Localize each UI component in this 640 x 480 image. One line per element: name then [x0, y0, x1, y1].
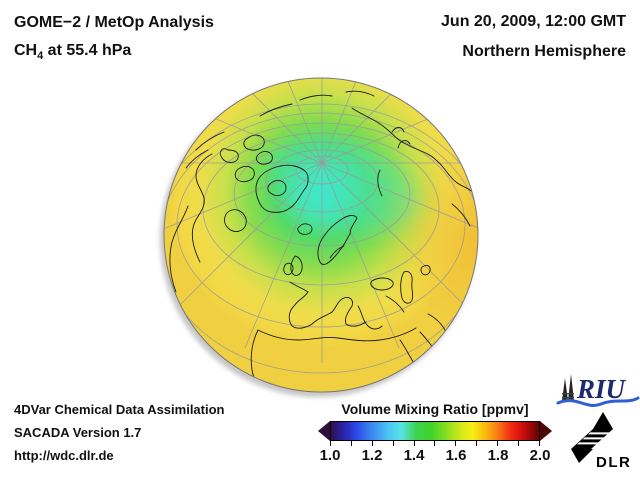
colorbar-tick [434, 441, 436, 446]
colorbar-tick [455, 441, 457, 446]
colorbar-tick-label: 1.6 [445, 447, 467, 464]
colorbar-left-arrow [318, 421, 330, 441]
colorbar-ticks [330, 441, 540, 446]
colorbar-tick-label: 1.2 [361, 447, 383, 464]
species-rest: at 55.4 hPa [43, 42, 132, 59]
limb-orange-tint [164, 78, 478, 392]
graticule [164, 78, 478, 392]
riu-wave [556, 396, 640, 407]
footer-version-label: SACADA Version 1.7 [14, 425, 142, 440]
datetime-label: Jun 20, 2009, 12:00 GMT [441, 13, 626, 30]
riu-logo-text: RIU [576, 374, 627, 404]
colorbar-tick-label: 1.0 [319, 447, 341, 464]
colorbar-gradient [330, 421, 540, 441]
colorbar-tick-labels: 1.0 1.2 1.4 1.6 1.8 2.0 [320, 447, 551, 464]
colorbar-tick [538, 441, 540, 446]
footer-assimilation-label: 4DVar Chemical Data Assimilation [14, 402, 225, 417]
cathedral-icon [562, 374, 574, 401]
dlr-logo-text: DLR [596, 454, 631, 471]
colorbar-title: Volume Mixing Ratio [ppmv] [341, 401, 529, 417]
footer-url-label: http://wdc.dlr.de [14, 448, 114, 463]
colorbar-tick [371, 441, 373, 446]
colorbar-tick [518, 441, 520, 446]
colorbar-tick [392, 441, 394, 446]
colorbar-right-arrow [540, 421, 552, 441]
colorbar-tick [476, 441, 478, 446]
globe-limb-ring [163, 77, 479, 393]
colorbar-tick-label: 1.4 [403, 447, 425, 464]
species-subscript: 4 [37, 50, 44, 63]
riu-logo: RIU [556, 374, 640, 407]
title-analysis: GOME−2 / MetOp Analysis [14, 14, 214, 31]
species-prefix: CH [14, 42, 38, 59]
hemisphere-label: Northern Hemisphere [462, 43, 626, 60]
coastlines [169, 90, 477, 392]
title-species-level: CH4 at 55.4 hPa [14, 42, 131, 62]
colorbar-tick-label: 1.8 [487, 447, 509, 464]
dlr-symbol-icon [571, 412, 613, 463]
colorbar-tick [350, 441, 352, 446]
colorbar-tick [330, 441, 331, 446]
dlr-logo: DLR [571, 412, 631, 471]
colorbar-tick [497, 441, 499, 446]
colorbar-tick-label: 2.0 [529, 447, 551, 464]
colorbar-tick [413, 441, 415, 446]
